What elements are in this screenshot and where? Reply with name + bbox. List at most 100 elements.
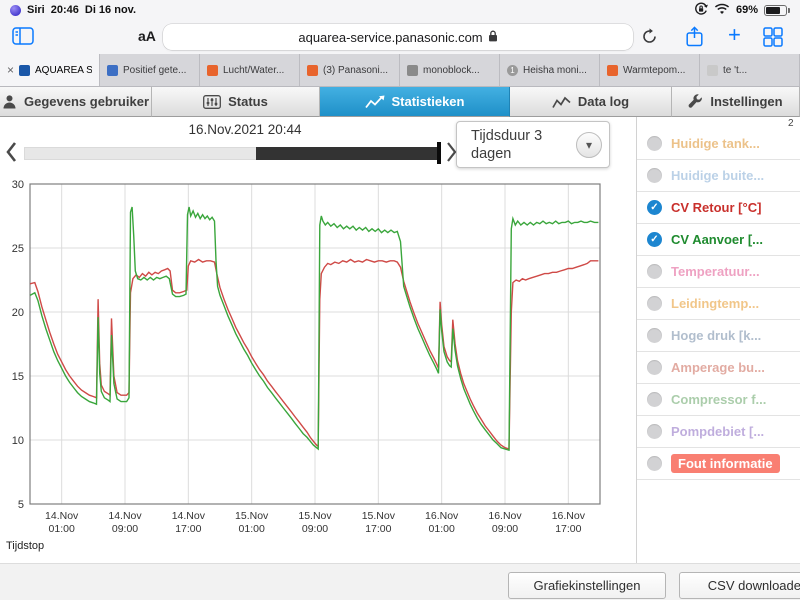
legend-unchecked-icon[interactable] bbox=[647, 424, 662, 439]
nav-tab-instellingen[interactable]: Instellingen bbox=[672, 87, 800, 117]
svg-text:5: 5 bbox=[18, 499, 24, 511]
svg-text:15: 15 bbox=[12, 371, 24, 383]
svg-text:15.Nov: 15.Nov bbox=[298, 510, 332, 522]
legend-unchecked-icon[interactable] bbox=[647, 392, 662, 407]
chevron-left-icon[interactable] bbox=[5, 141, 17, 168]
csv-download-button[interactable]: CSV downloaden bbox=[679, 572, 800, 599]
legend-label: Compressor f... bbox=[671, 392, 767, 407]
legend-unchecked-icon[interactable] bbox=[647, 360, 662, 375]
user-icon bbox=[3, 95, 16, 109]
legend-label: Pompdebiet [... bbox=[671, 424, 765, 439]
reload-icon[interactable] bbox=[641, 28, 658, 50]
nav-tab-status[interactable]: Status bbox=[152, 87, 320, 117]
current-datetime: 16.Nov.2021 20:44 bbox=[188, 122, 302, 137]
svg-text:14.Nov: 14.Nov bbox=[172, 510, 206, 522]
battery-nub bbox=[788, 7, 790, 13]
legend-label: CV Aanvoer [... bbox=[671, 232, 763, 247]
series-legend: Huidige tank... Huidige buite... ✓ CV Retou… bbox=[637, 128, 800, 480]
legend-item[interactable]: ✓ CV Retour [°C] bbox=[637, 192, 800, 224]
legend-checked-icon[interactable]: ✓ bbox=[647, 232, 662, 247]
legend-label: Huidige tank... bbox=[671, 136, 760, 151]
tab-title: Positief gete... bbox=[123, 64, 187, 76]
browser-tab[interactable]: Positief gete... bbox=[100, 54, 200, 86]
browser-tab[interactable]: Lucht/Water... bbox=[200, 54, 300, 86]
legend-item[interactable]: Huidige tank... bbox=[637, 128, 800, 160]
lock-icon bbox=[488, 30, 498, 45]
reader-button[interactable]: aA bbox=[138, 28, 156, 44]
svg-text:15.Nov: 15.Nov bbox=[235, 510, 269, 522]
tab-title: Warmtepom... bbox=[623, 64, 686, 76]
nav-tab-label: Data log bbox=[577, 94, 630, 109]
svg-text:01:00: 01:00 bbox=[429, 523, 455, 535]
sidebar-toggle-icon[interactable] bbox=[12, 27, 34, 50]
browser-tab[interactable]: monoblock... bbox=[400, 54, 500, 86]
timeline-handle[interactable] bbox=[437, 142, 441, 164]
svg-text:01:00: 01:00 bbox=[49, 523, 75, 535]
tab-close-icon[interactable]: × bbox=[7, 63, 15, 77]
browser-tab[interactable]: Warmtepom... bbox=[600, 54, 700, 86]
browser-tab[interactable]: te 't... bbox=[700, 54, 800, 86]
svg-text:14.Nov: 14.Nov bbox=[108, 510, 142, 522]
address-bar[interactable]: aquarea-service.panasonic.com bbox=[163, 24, 633, 50]
legend-checked-icon[interactable]: ✓ bbox=[647, 200, 662, 215]
browser-tab[interactable]: 1 Heisha moni... bbox=[500, 54, 600, 86]
svg-text:25: 25 bbox=[12, 243, 24, 255]
tab-title: te 't... bbox=[723, 64, 748, 76]
legend-item[interactable]: Temperatuur... bbox=[637, 256, 800, 288]
legend-item[interactable]: Amperage bu... bbox=[637, 352, 800, 384]
new-tab-icon[interactable]: + bbox=[728, 22, 741, 47]
data-log-icon bbox=[552, 96, 571, 108]
legend-item[interactable]: ✓ CV Aanvoer [... bbox=[637, 224, 800, 256]
nav-tab-statistieken[interactable]: Statistieken bbox=[320, 87, 510, 117]
nav-tab-gegevens-gebruiker[interactable]: Gegevens gebruiker bbox=[0, 87, 152, 117]
siri-icon bbox=[10, 4, 21, 16]
svg-text:15.Nov: 15.Nov bbox=[362, 510, 396, 522]
browser-tab[interactable]: × AQUAREA S... bbox=[0, 54, 100, 86]
svg-text:20: 20 bbox=[12, 307, 24, 319]
legend-item[interactable]: Fout informatie bbox=[637, 448, 800, 480]
share-icon[interactable] bbox=[686, 26, 703, 52]
legend-unchecked-icon[interactable] bbox=[647, 168, 662, 183]
legend-label: Leidingtemp... bbox=[671, 296, 760, 311]
legend-label: Hoge druk [k... bbox=[671, 328, 762, 343]
legend-item[interactable]: Leidingtemp... bbox=[637, 288, 800, 320]
nav-tab-label: Gegevens gebruiker bbox=[24, 94, 149, 109]
legend-unchecked-icon[interactable] bbox=[647, 328, 662, 343]
browser-tab[interactable]: (3) Panasoni... bbox=[300, 54, 400, 86]
timeline-track[interactable] bbox=[24, 147, 438, 160]
wrench-icon bbox=[688, 94, 703, 108]
legend-item[interactable]: Pompdebiet [... bbox=[637, 416, 800, 448]
app-navigation: Gegevens gebruiker Status Statistieken Data… bbox=[0, 87, 800, 117]
clock: 20:46 bbox=[50, 4, 79, 16]
duration-value: Tijdsduur 3 dagen bbox=[471, 128, 543, 162]
svg-text:30: 30 bbox=[12, 179, 24, 191]
tab-favicon: 1 bbox=[507, 64, 518, 76]
wifi-icon bbox=[714, 3, 730, 18]
chart-settings-button[interactable]: Grafiekinstellingen bbox=[508, 572, 666, 599]
legend-unchecked-icon[interactable] bbox=[647, 456, 662, 471]
nav-tab-label: Instellingen bbox=[710, 94, 783, 109]
tab-title: Lucht/Water... bbox=[223, 64, 285, 76]
nav-tab-data-log[interactable]: Data log bbox=[510, 87, 672, 117]
svg-text:17:00: 17:00 bbox=[365, 523, 391, 535]
legend-unchecked-icon[interactable] bbox=[647, 296, 662, 311]
legend-unchecked-icon[interactable] bbox=[647, 136, 662, 151]
duration-dropdown[interactable]: Tijdsduur 3 dagen ▾ bbox=[456, 121, 610, 168]
status-panel-icon bbox=[203, 94, 222, 109]
statistics-chart: 14.Nov 01:00 14.Nov 09:00 14.Nov 17:00 15.Nov 0… bbox=[2, 176, 622, 548]
siri-label: Siri bbox=[27, 4, 45, 16]
tab-favicon bbox=[207, 64, 218, 76]
tab-overview-icon[interactable] bbox=[763, 27, 783, 52]
legend-item[interactable]: Compressor f... bbox=[637, 384, 800, 416]
svg-text:17:00: 17:00 bbox=[175, 523, 201, 535]
timeline-selected-range[interactable] bbox=[256, 147, 438, 160]
svg-text:10: 10 bbox=[12, 435, 24, 447]
legend-unchecked-icon[interactable] bbox=[647, 264, 662, 279]
chevron-down-icon[interactable]: ▾ bbox=[576, 132, 602, 158]
svg-text:17:00: 17:00 bbox=[555, 523, 581, 535]
legend-item[interactable]: Huidige buite... bbox=[637, 160, 800, 192]
svg-text:14.Nov: 14.Nov bbox=[45, 510, 79, 522]
chevron-right-icon[interactable] bbox=[446, 141, 458, 168]
legend-item[interactable]: Hoge druk [k... bbox=[637, 320, 800, 352]
